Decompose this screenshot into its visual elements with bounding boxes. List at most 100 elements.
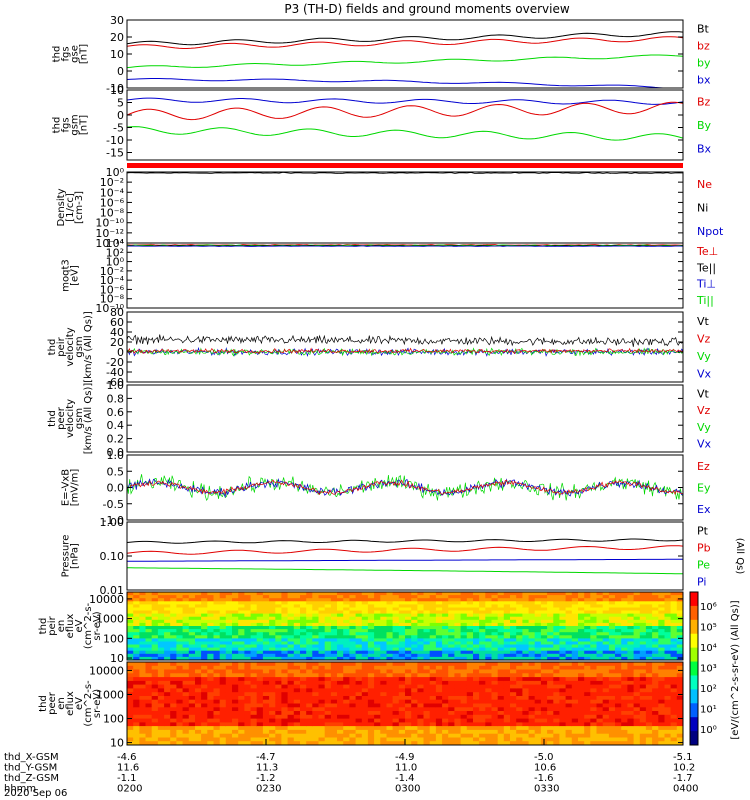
spec-cell	[405, 650, 412, 655]
spec-cell	[578, 607, 585, 611]
spec-cell	[269, 726, 276, 731]
colorbar-segment	[690, 731, 698, 746]
spec-cell	[454, 601, 461, 605]
spec-cell	[188, 616, 196, 621]
spec-cell	[250, 737, 258, 742]
spec-cell	[423, 607, 431, 611]
spec-cell	[262, 647, 270, 652]
spec-cell	[127, 684, 134, 689]
spec-cell	[602, 707, 610, 712]
spec-cell	[547, 722, 554, 727]
spec-cell	[287, 688, 295, 693]
spec-cell	[392, 632, 400, 636]
spec-cell	[596, 607, 604, 611]
y-tick-label: -1.0	[103, 514, 124, 527]
spec-cell	[435, 610, 443, 614]
y-axis-label: moqt3[eV]	[61, 259, 81, 292]
spec-cell	[337, 733, 344, 738]
spec-cell	[435, 632, 443, 636]
spec-cell	[670, 598, 678, 602]
spec-cell	[380, 629, 387, 633]
spec-cell	[429, 696, 437, 701]
spec-cell	[281, 726, 288, 731]
spec-cell	[256, 696, 264, 701]
spec-cell	[244, 635, 251, 639]
spec-cell	[596, 592, 604, 596]
spec-cell	[460, 711, 468, 716]
spec-cell	[491, 632, 499, 636]
spec-cell	[608, 644, 616, 648]
spec-cell	[300, 604, 307, 608]
spec-cell	[670, 641, 678, 645]
spec-cell	[306, 703, 313, 708]
spec-cell	[442, 714, 449, 719]
spec-cell	[145, 604, 153, 608]
spec-cell	[479, 635, 486, 639]
spec-cell	[435, 616, 443, 621]
spec-cell	[584, 622, 591, 627]
spec-cell	[151, 598, 159, 602]
spec-cell	[213, 696, 221, 701]
spec-cell	[516, 650, 523, 655]
spec-cell	[645, 733, 653, 738]
spec-cell	[473, 647, 480, 652]
spec-cell	[157, 688, 165, 693]
spec-cell	[528, 665, 536, 670]
spec-cell	[324, 669, 332, 674]
spec-cell	[145, 650, 153, 655]
spec-cell	[411, 619, 418, 624]
spec-cell	[584, 684, 591, 689]
spec-cell	[318, 629, 326, 633]
spec-cell	[201, 669, 208, 674]
spec-cell	[380, 601, 387, 605]
spec-cell	[534, 722, 542, 727]
spec-cell	[133, 592, 140, 596]
spec-cell	[503, 635, 511, 639]
spec-cell	[207, 722, 214, 727]
spec-cell	[602, 692, 610, 697]
spec-cell	[553, 650, 560, 655]
spec-cell	[164, 680, 171, 686]
spec-cell	[392, 665, 400, 670]
spec-cell	[361, 638, 369, 642]
spec-cell	[238, 711, 245, 716]
spec-cell	[435, 665, 443, 670]
spec-cell	[324, 696, 332, 701]
spec-cell	[491, 638, 499, 642]
spec-cell	[380, 638, 387, 642]
spec-cell	[503, 688, 511, 693]
spec-cell	[639, 607, 647, 611]
spec-cell	[590, 677, 597, 682]
spec-cell	[435, 662, 443, 667]
spec-cell	[151, 629, 159, 633]
spec-cell	[244, 662, 251, 667]
spec-cell	[621, 673, 628, 678]
spec-cell	[547, 665, 554, 670]
spec-cell	[188, 699, 196, 704]
spec-cell	[355, 662, 363, 667]
spec-cell	[195, 669, 202, 674]
spec-cell	[380, 729, 387, 735]
spec-cell	[590, 737, 597, 742]
spec-cell	[361, 729, 369, 735]
spec-cell	[503, 592, 511, 596]
spec-cell	[454, 737, 461, 742]
spec-cell	[497, 595, 505, 599]
spec-cell	[195, 650, 202, 655]
spec-cell	[442, 626, 449, 630]
spec-cell	[658, 726, 665, 731]
spec-cell	[293, 673, 301, 678]
spec-cell	[262, 632, 270, 636]
spec-cell	[244, 699, 251, 704]
spec-cell	[627, 641, 634, 645]
spec-cell	[398, 741, 406, 746]
spec-cell	[287, 726, 295, 731]
spec-cell	[491, 622, 499, 627]
spec-cell	[658, 632, 665, 636]
spec-cell	[652, 644, 659, 648]
spec-cell	[411, 647, 418, 652]
spec-cell	[157, 613, 165, 618]
spec-cell	[367, 622, 375, 627]
spec-cell	[374, 622, 381, 627]
spec-cell	[423, 662, 431, 667]
